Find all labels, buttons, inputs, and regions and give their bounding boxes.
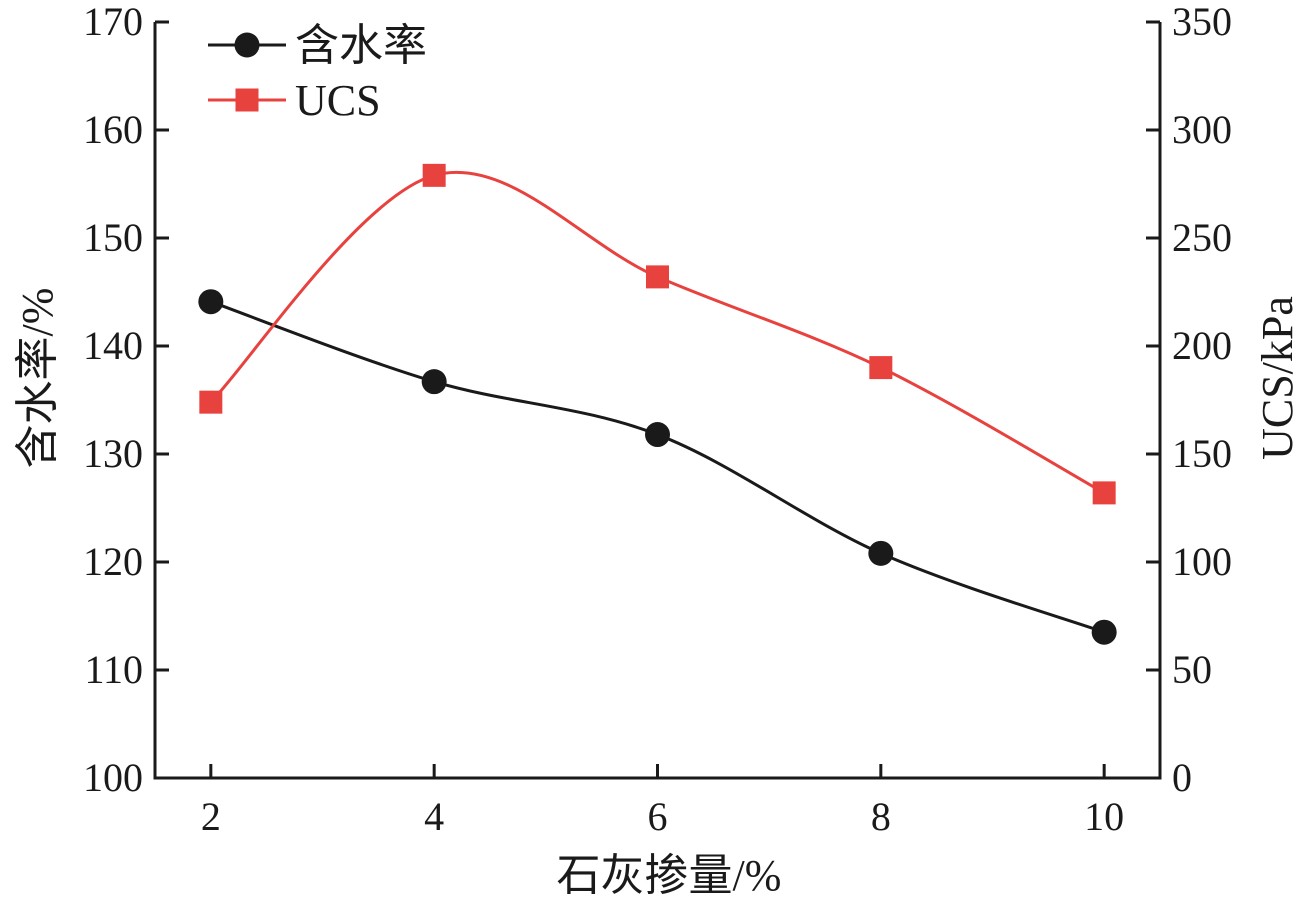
legend-label: 含水率 [295, 21, 427, 70]
x-tick-label: 6 [648, 794, 668, 839]
x-tick-label: 4 [424, 794, 444, 839]
data-point [1091, 619, 1117, 645]
right-y-tick-label: 0 [1172, 755, 1192, 800]
x-tick-label: 8 [871, 794, 891, 839]
right-y-tick-label: 150 [1172, 431, 1232, 476]
left-y-tick-label: 150 [83, 215, 143, 260]
data-point [646, 265, 669, 289]
right-y-tick-label: 200 [1172, 323, 1232, 368]
legend-label: UCS [295, 76, 381, 125]
left-y-tick-label: 110 [84, 647, 143, 692]
right-y-tick-label: 350 [1172, 0, 1232, 44]
legend-swatch-marker [234, 32, 260, 58]
series-2 [199, 163, 1116, 505]
left-y-tick-label: 170 [83, 0, 143, 44]
left-y-tick-label: 140 [83, 323, 143, 368]
data-point [868, 540, 894, 566]
legend: 含水率 UCS [208, 21, 427, 125]
left-y-tick-label: 120 [83, 539, 143, 584]
series-layer [198, 163, 1117, 645]
data-point [645, 422, 670, 448]
right-y-tick-label: 50 [1172, 647, 1212, 692]
x-axis-title: 石灰掺量/% [557, 851, 782, 900]
right-y-tick-label: 300 [1172, 107, 1232, 152]
data-point [198, 289, 224, 315]
axes: 100 110 120 130 140 150 160 170 0 50 100 150 200 250 3… [83, 0, 1232, 839]
data-point [199, 390, 223, 414]
data-point [422, 163, 446, 187]
right-y-tick-label: 100 [1172, 539, 1232, 584]
left-y-axis-title: 含水率/% [13, 288, 62, 469]
left-y-tick-label: 130 [83, 431, 143, 476]
legend-item-2: UCS [208, 76, 381, 125]
left-y-tick-label: 100 [83, 755, 143, 800]
legend-swatch-marker [235, 88, 259, 112]
x-tick-label: 2 [201, 794, 221, 839]
data-point [869, 356, 893, 380]
data-point [1092, 481, 1116, 505]
series-line [210, 300, 1105, 634]
legend-item-1: 含水率 [208, 21, 427, 70]
series-1 [198, 289, 1117, 645]
left-y-tick-label: 160 [83, 107, 143, 152]
data-point [421, 369, 447, 395]
right-y-axis-title: UCS/kPa [1253, 296, 1302, 460]
x-tick-label: 10 [1084, 794, 1124, 839]
right-y-tick-label: 250 [1172, 215, 1232, 260]
